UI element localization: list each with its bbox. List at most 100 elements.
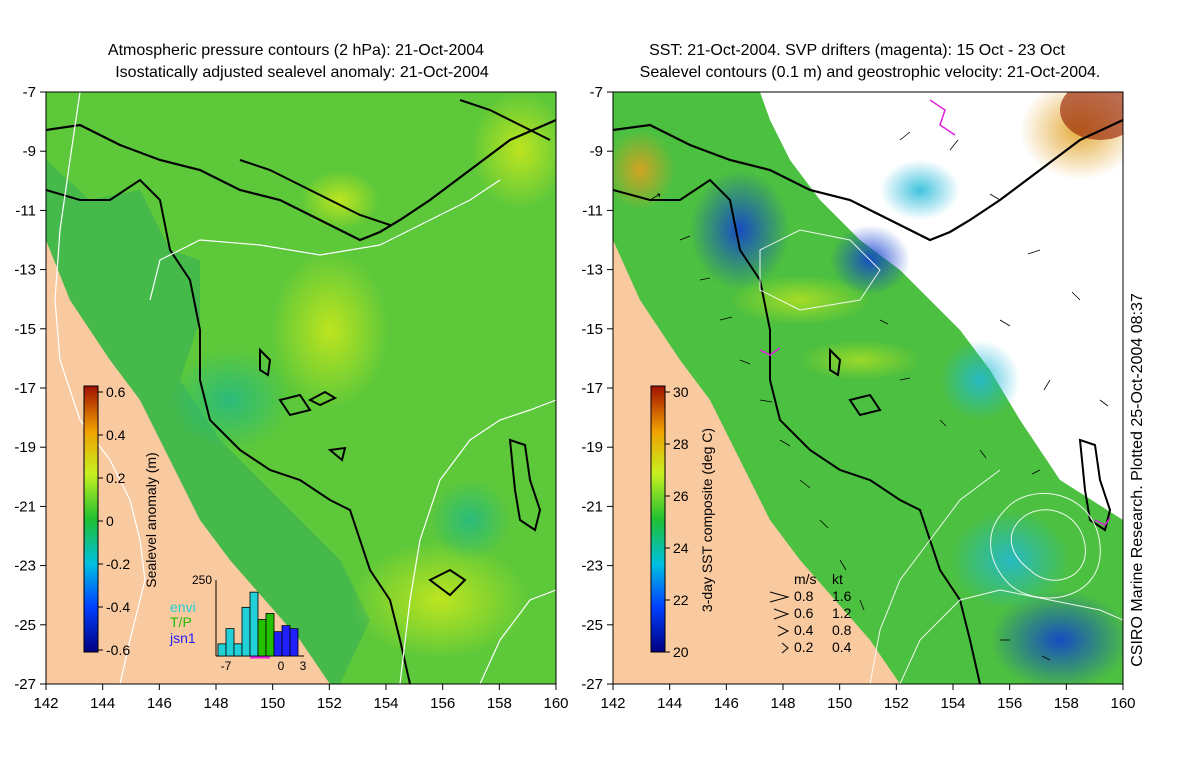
left-y-tick-label: -13 bbox=[14, 262, 36, 279]
right-x-tick-label: 156 bbox=[997, 695, 1022, 712]
left-x-tick-label: 152 bbox=[317, 695, 342, 712]
left-x-tick-label: 146 bbox=[147, 695, 172, 712]
right-y-tick-label: -19 bbox=[581, 439, 603, 456]
left-colorbar-ticks: 0.6 0.4 0.2 0 -0.2 -0.4 -0.6 bbox=[98, 384, 130, 658]
histogram-x-tick-zero: 0 bbox=[278, 659, 285, 673]
right-y-tick-label: -25 bbox=[581, 617, 603, 634]
credit-text: CSIRO Marine Research. Plotted 25-Oct-20… bbox=[1129, 293, 1146, 667]
left-x-tick-label: 156 bbox=[430, 695, 455, 712]
left-map-area bbox=[46, 92, 556, 684]
left-x-tick-label: 150 bbox=[260, 695, 285, 712]
right-colorbar-ticks: 30 28 26 24 22 20 bbox=[665, 384, 689, 660]
right-colorbar-tick-label: 22 bbox=[673, 592, 689, 608]
right-x-tick-label: 160 bbox=[1110, 695, 1135, 712]
left-x-tick-label: 148 bbox=[203, 695, 228, 712]
right-colorbar-tick-label: 26 bbox=[673, 488, 689, 504]
left-x-tick-label: 144 bbox=[90, 695, 115, 712]
histogram-bar bbox=[233, 643, 243, 657]
right-x-tick-label: 154 bbox=[940, 695, 965, 712]
right-x-tick-label: 148 bbox=[770, 695, 795, 712]
right-x-axis: 142 144 146 148 150 152 154 156 158 160 bbox=[600, 684, 1136, 712]
velocity-legend-kt-header: kt bbox=[832, 571, 843, 587]
left-y-tick-label: -21 bbox=[14, 498, 36, 515]
velocity-scale-arrow bbox=[773, 608, 790, 620]
histogram-bar bbox=[225, 628, 235, 657]
left-colorbar bbox=[83, 385, 99, 653]
right-y-tick-label: -13 bbox=[581, 262, 603, 279]
left-y-tick-label: -17 bbox=[14, 380, 36, 397]
velocity-legend-kt: 0.4 bbox=[832, 639, 852, 655]
left-coastline-papua bbox=[46, 118, 556, 242]
right-x-tick-label: 152 bbox=[884, 695, 909, 712]
right-drifter-track bbox=[929, 99, 956, 136]
right-coastline-queensland bbox=[613, 178, 981, 684]
left-y-tick-label: -7 bbox=[23, 84, 36, 101]
velocity-legend-ms: 0.4 bbox=[794, 622, 814, 638]
left-y-tick-label: -19 bbox=[14, 439, 36, 456]
velocity-legend-ms: 0.2 bbox=[794, 639, 814, 655]
right-y-tick-label: -11 bbox=[582, 202, 603, 219]
right-x-tick-label: 142 bbox=[600, 695, 625, 712]
right-y-tick-label: -27 bbox=[581, 676, 603, 693]
left-coastline-queensland bbox=[46, 178, 411, 684]
right-colorbar-tick-label: 30 bbox=[673, 384, 689, 400]
right-y-tick-label: -15 bbox=[581, 321, 603, 338]
left-colorbar-tick-label: 0 bbox=[106, 513, 114, 529]
left-x-tick-label: 158 bbox=[487, 695, 512, 712]
left-colorbar-label: Sealevel anomaly (m) bbox=[143, 452, 159, 587]
velocity-legend-kt: 0.8 bbox=[832, 622, 852, 638]
legend-jsn1: jsn1 bbox=[169, 630, 196, 646]
legend-envi: envi bbox=[170, 599, 196, 615]
right-colorbar-label: 3-day SST composite (deg C) bbox=[699, 428, 715, 612]
histogram-inset: 250 -7 0 3 envi T/P jsn1 bbox=[169, 573, 307, 673]
histogram-bar bbox=[249, 591, 259, 657]
histogram-bar bbox=[257, 619, 267, 657]
left-y-tick-label: -11 bbox=[15, 202, 36, 219]
velocity-scale-arrow bbox=[777, 625, 790, 637]
velocity-legend-kt: 1.2 bbox=[832, 605, 852, 621]
histogram-bar bbox=[241, 606, 251, 657]
left-colorbar-tick-label: -0.2 bbox=[106, 556, 130, 572]
right-y-tick-label: -21 bbox=[581, 498, 603, 515]
right-cloud-mask bbox=[760, 92, 1123, 520]
right-map-area bbox=[613, 92, 1123, 684]
right-y-tick-label: -9 bbox=[590, 143, 603, 160]
left-colorbar-tick-label: 0.2 bbox=[106, 470, 126, 486]
velocity-legend-ms: 0.8 bbox=[794, 588, 814, 604]
right-x-tick-label: 144 bbox=[657, 695, 682, 712]
left-x-axis: 142 144 146 148 150 152 154 156 158 160 bbox=[33, 684, 569, 712]
histogram-y-tick: 250 bbox=[192, 573, 212, 587]
right-y-axis: -7 -9 -11 -13 -15 -17 -19 -21 -23 -25 -27 bbox=[581, 84, 613, 693]
right-title-line2: Sealevel contours (0.1 m) and geostrophi… bbox=[640, 64, 1101, 81]
left-y-tick-label: -23 bbox=[14, 558, 36, 575]
velocity-legend-ms: 0.6 bbox=[794, 605, 814, 621]
legend-tp: T/P bbox=[170, 614, 192, 630]
left-colorbar-tick-label: 0.6 bbox=[106, 384, 126, 400]
right-velocity-arrows bbox=[649, 131, 1109, 661]
right-x-tick-label: 146 bbox=[714, 695, 739, 712]
left-title-line2: Isostatically adjusted sealevel anomaly:… bbox=[115, 64, 489, 81]
velocity-legend-kt: 1.6 bbox=[832, 588, 852, 604]
right-y-tick-label: -7 bbox=[590, 84, 603, 101]
right-colorbar bbox=[650, 385, 666, 653]
right-title-line1: SST: 21-Oct-2004. SVP drifters (magenta)… bbox=[649, 42, 1065, 59]
left-colorbar-tick-label: -0.6 bbox=[106, 642, 130, 658]
right-y-tick-label: -17 bbox=[581, 380, 603, 397]
histogram-bar bbox=[281, 625, 291, 657]
histogram-bar bbox=[217, 643, 227, 657]
right-sealevel-contour bbox=[759, 229, 881, 311]
left-y-tick-label: -27 bbox=[14, 676, 36, 693]
histogram-bar bbox=[265, 613, 275, 657]
left-title-line1: Atmospheric pressure contours (2 hPa): 2… bbox=[108, 42, 484, 59]
left-y-tick-label: -25 bbox=[14, 617, 36, 634]
velocity-scale-arrow bbox=[781, 642, 789, 654]
left-colorbar-tick-label: 0.4 bbox=[106, 427, 126, 443]
right-x-tick-label: 150 bbox=[827, 695, 852, 712]
right-x-tick-label: 158 bbox=[1054, 695, 1079, 712]
histogram-x-tick-max: 3 bbox=[300, 659, 307, 673]
left-y-tick-label: -15 bbox=[14, 321, 36, 338]
left-x-tick-label: 160 bbox=[543, 695, 568, 712]
velocity-legend: m/s kt 0.8 1.60.6 1.20.4 0.80.2 0.4 bbox=[769, 571, 852, 655]
histogram-bar bbox=[289, 628, 299, 657]
